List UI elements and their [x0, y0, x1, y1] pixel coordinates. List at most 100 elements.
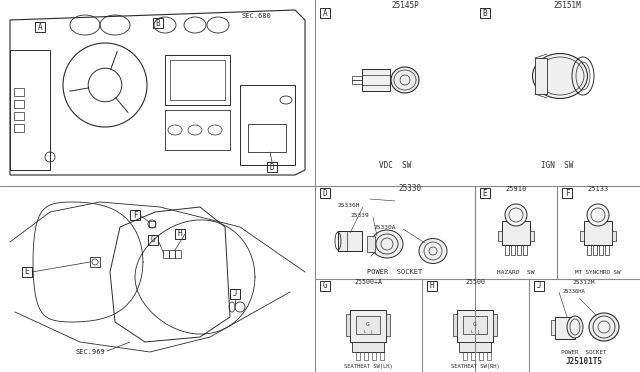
- Text: F: F: [564, 189, 570, 198]
- Bar: [169, 250, 175, 258]
- Bar: [320, 188, 330, 198]
- Bar: [471, 352, 475, 360]
- Text: 25151M: 25151M: [553, 1, 581, 10]
- Text: L    J: L J: [364, 330, 372, 334]
- Bar: [580, 231, 584, 241]
- Text: 25910: 25910: [506, 186, 527, 192]
- Text: 25339: 25339: [350, 213, 369, 218]
- Bar: [362, 75, 390, 85]
- Bar: [346, 314, 350, 336]
- Bar: [350, 310, 386, 342]
- Bar: [584, 221, 612, 245]
- Bar: [163, 250, 169, 258]
- Ellipse shape: [391, 67, 419, 93]
- Text: G: G: [473, 323, 477, 327]
- Bar: [338, 231, 362, 251]
- Bar: [14, 100, 24, 108]
- Text: 25312M: 25312M: [573, 280, 595, 285]
- Bar: [605, 245, 609, 255]
- Bar: [175, 229, 185, 239]
- Bar: [14, 88, 24, 96]
- Text: 25330: 25330: [399, 184, 422, 193]
- Bar: [240, 85, 295, 165]
- Ellipse shape: [371, 230, 403, 258]
- Text: SEATHEAT SW(LH): SEATHEAT SW(LH): [344, 364, 392, 369]
- Bar: [463, 352, 467, 360]
- Text: HAZARD  SW: HAZARD SW: [497, 270, 535, 275]
- Ellipse shape: [567, 316, 583, 338]
- Bar: [562, 188, 572, 198]
- Bar: [587, 245, 591, 255]
- Text: 25336H: 25336H: [337, 203, 360, 208]
- Bar: [523, 245, 527, 255]
- Bar: [170, 60, 225, 100]
- Bar: [380, 352, 384, 360]
- Text: H: H: [429, 282, 435, 291]
- Bar: [593, 245, 597, 255]
- Text: L    J: L J: [471, 330, 479, 334]
- Bar: [320, 281, 330, 291]
- Text: 25500: 25500: [465, 279, 485, 285]
- Text: IGN  SW: IGN SW: [541, 161, 573, 170]
- Bar: [338, 231, 347, 251]
- Bar: [493, 314, 497, 336]
- Bar: [551, 320, 555, 335]
- Bar: [480, 8, 490, 18]
- Bar: [248, 124, 286, 152]
- Bar: [487, 352, 491, 360]
- Bar: [479, 352, 483, 360]
- Bar: [230, 289, 240, 299]
- Bar: [149, 221, 155, 227]
- Ellipse shape: [532, 54, 588, 99]
- Text: 25145P: 25145P: [391, 1, 419, 10]
- Text: MT SYNCHRO SW: MT SYNCHRO SW: [575, 270, 621, 275]
- Ellipse shape: [589, 313, 619, 341]
- Bar: [367, 236, 375, 252]
- Bar: [356, 352, 360, 360]
- Text: G: G: [323, 282, 327, 291]
- Bar: [320, 8, 330, 18]
- Bar: [356, 316, 380, 334]
- Bar: [14, 124, 24, 132]
- Bar: [372, 352, 376, 360]
- Bar: [530, 231, 534, 241]
- Bar: [555, 317, 575, 339]
- Bar: [535, 58, 547, 94]
- Text: VDC  SW: VDC SW: [379, 161, 411, 170]
- Circle shape: [505, 204, 527, 226]
- Bar: [505, 245, 509, 255]
- Bar: [498, 231, 502, 241]
- Bar: [267, 162, 277, 172]
- Bar: [362, 69, 390, 91]
- Bar: [427, 281, 437, 291]
- Bar: [386, 314, 390, 336]
- Text: H: H: [178, 230, 182, 238]
- Text: A: A: [323, 9, 327, 17]
- Bar: [352, 76, 362, 84]
- Bar: [511, 245, 515, 255]
- Bar: [90, 257, 100, 267]
- Bar: [352, 342, 384, 352]
- Text: A: A: [38, 22, 42, 32]
- Text: SEC.969: SEC.969: [75, 349, 105, 355]
- Bar: [463, 316, 487, 334]
- Text: J: J: [233, 289, 237, 298]
- Bar: [148, 235, 158, 245]
- Bar: [175, 250, 181, 258]
- Bar: [453, 314, 457, 336]
- Text: POWER  SOCKET: POWER SOCKET: [561, 350, 607, 355]
- Text: G: G: [366, 323, 370, 327]
- Text: 25500+A: 25500+A: [354, 279, 382, 285]
- Text: F: F: [132, 211, 138, 219]
- Text: J25101T5: J25101T5: [566, 357, 602, 366]
- Text: E: E: [25, 267, 29, 276]
- Bar: [612, 231, 616, 241]
- Bar: [599, 245, 603, 255]
- Bar: [517, 245, 521, 255]
- Text: D: D: [269, 163, 275, 171]
- Bar: [130, 210, 140, 220]
- Bar: [14, 112, 24, 120]
- Bar: [153, 18, 163, 28]
- Text: POWER  SOCKET: POWER SOCKET: [367, 269, 422, 275]
- Text: SEATHEAT SW(RH): SEATHEAT SW(RH): [451, 364, 499, 369]
